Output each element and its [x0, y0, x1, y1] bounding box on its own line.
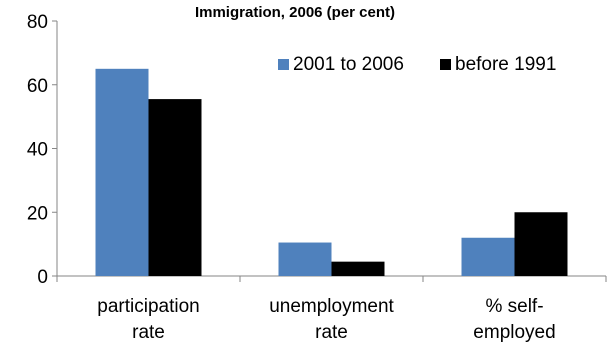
legend-label-before-1991: before 1991 — [455, 54, 556, 75]
y-tick-label: 60 — [27, 76, 48, 97]
category-label: rate — [132, 322, 165, 343]
y-tick-label: 40 — [27, 140, 48, 161]
category-label: % self- — [485, 296, 543, 317]
bar-group — [95, 68, 568, 276]
legend-swatch-before-1991 — [440, 59, 451, 70]
y-tick-label: 0 — [37, 267, 48, 288]
category-label: unemployment — [269, 296, 394, 317]
legend-label-2001-to-2006: 2001 to 2006 — [293, 54, 404, 75]
y-tick-label: 80 — [27, 12, 48, 33]
bar — [514, 212, 568, 276]
category-label: rate — [315, 322, 348, 343]
bar — [461, 237, 515, 276]
y-tick-group: 0 20 40 60 80 — [27, 12, 57, 288]
category-label-group: participation rate unemployment rate % self-… — [97, 296, 555, 343]
bar — [148, 99, 202, 276]
legend: 2001 to 2006 before 1991 — [278, 54, 556, 75]
bar — [331, 261, 385, 276]
x-tick-group — [56, 276, 607, 282]
chart-title: Immigration, 2006 (per cent) — [195, 4, 395, 21]
legend-swatch-2001-to-2006 — [278, 59, 289, 70]
category-label: employed — [473, 322, 555, 343]
y-tick-label: 20 — [27, 203, 48, 224]
bar — [278, 242, 332, 276]
bar — [95, 68, 149, 276]
category-label: participation — [97, 296, 199, 317]
